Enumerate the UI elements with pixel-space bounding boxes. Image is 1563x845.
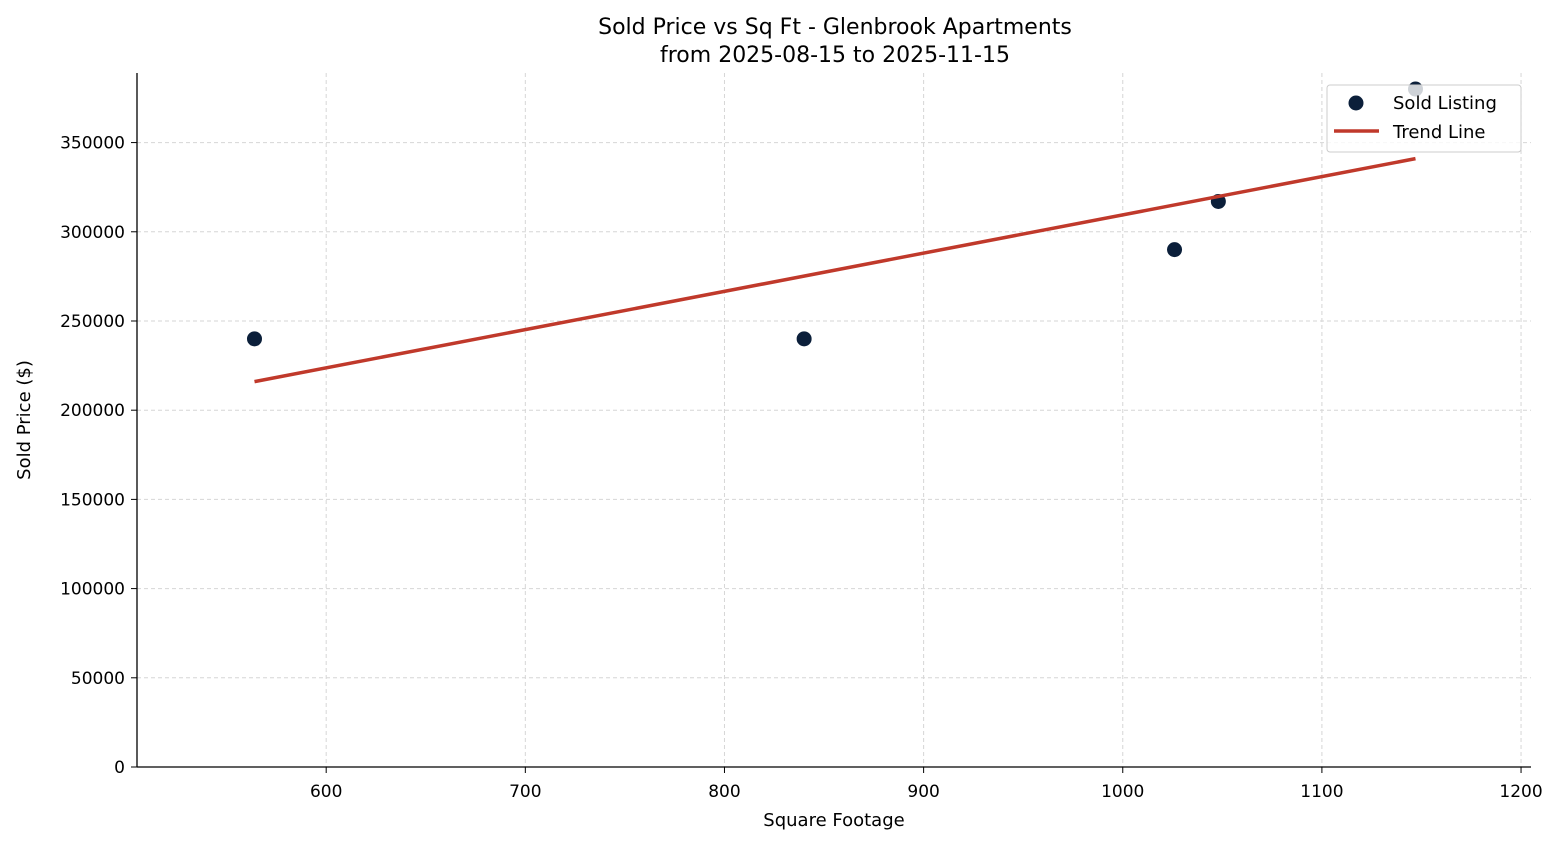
data-point (1167, 242, 1183, 258)
axis-ticks: 600 700 800 900 1000 1100 1200 0 50000 100000 1500… (60, 134, 1543, 802)
legend: Sold Listing Trend Line (1326, 84, 1522, 153)
x-tick-label: 1200 (1499, 782, 1542, 802)
y-tick-label: 350000 (60, 134, 125, 154)
y-tick-label: 0 (114, 758, 125, 778)
x-tick-label: 900 (907, 782, 939, 802)
y-tick-label: 50000 (71, 669, 125, 689)
y-axis-label: Sold Price ($) (14, 360, 35, 480)
x-tick-label: 700 (509, 782, 541, 802)
legend-label-sold-listing: Sold Listing (1393, 93, 1497, 114)
x-tick-label: 1100 (1300, 782, 1343, 802)
data-point (246, 331, 262, 347)
y-tick-label: 150000 (60, 490, 125, 510)
chart-title: Sold Price vs Sq Ft - Glenbrook Apartmen… (598, 15, 1072, 40)
y-tick-label: 100000 (60, 580, 125, 600)
trend-line (254, 156, 1416, 384)
y-tick-label: 250000 (60, 312, 125, 332)
legend-box (1326, 84, 1522, 153)
data-marks (246, 81, 1423, 384)
legend-marker-sold-listing (1348, 95, 1364, 111)
x-tick-label: 600 (310, 782, 342, 802)
legend-label-trend-line: Trend Line (1392, 122, 1486, 143)
data-point (796, 331, 812, 347)
y-tick-label: 200000 (60, 401, 125, 421)
y-tick-label: 300000 (60, 223, 125, 243)
x-tick-label: 800 (708, 782, 740, 802)
chart-subtitle: from 2025-08-15 to 2025-11-15 (660, 43, 1010, 68)
x-axis-label: Square Footage (763, 810, 904, 831)
x-tick-label: 1000 (1101, 782, 1144, 802)
